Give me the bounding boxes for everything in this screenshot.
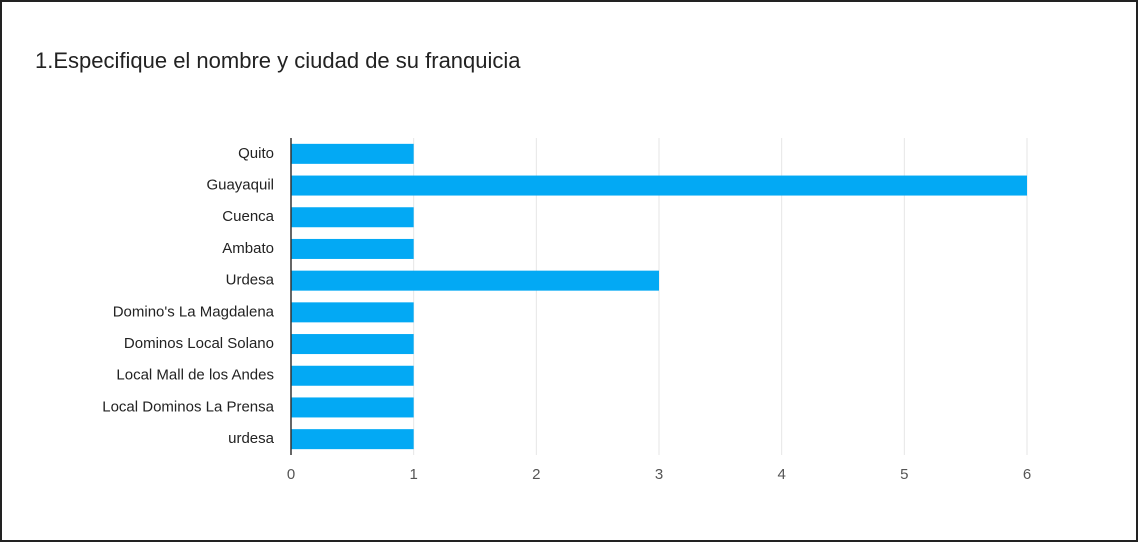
x-tick-label: 5 [900, 466, 908, 483]
y-tick-label: urdesa [228, 430, 275, 447]
chart-title: 1.Especifique el nombre y ciudad de su f… [35, 48, 521, 73]
bar [291, 143, 414, 164]
y-tick-label: Domino's La Magdalena [113, 303, 275, 320]
x-tick-label: 3 [655, 466, 663, 483]
y-tick-label: Local Dominos La Prensa [102, 398, 274, 415]
x-tick-label: 4 [777, 466, 785, 483]
bar [291, 302, 414, 323]
y-tick-label: Guayaquil [206, 177, 274, 194]
bar [291, 270, 659, 291]
bar [291, 429, 414, 450]
bar [291, 397, 414, 418]
x-tick-label: 2 [532, 466, 540, 483]
x-tick-label: 0 [287, 466, 295, 483]
bar [291, 334, 414, 355]
y-tick-label: Ambato [222, 240, 274, 257]
y-tick-label: Dominos Local Solano [124, 335, 274, 352]
bar [291, 207, 414, 228]
bar [291, 238, 414, 259]
y-tick-label: Local Mall de los Andes [116, 367, 274, 384]
y-tick-label: Quito [238, 145, 274, 162]
x-tick-label: 1 [409, 466, 417, 483]
x-tick-label: 6 [1023, 466, 1031, 483]
bar [291, 365, 414, 386]
y-tick-label: Cuenca [222, 208, 274, 225]
bar [291, 175, 1027, 196]
y-tick-label: Urdesa [226, 272, 275, 289]
